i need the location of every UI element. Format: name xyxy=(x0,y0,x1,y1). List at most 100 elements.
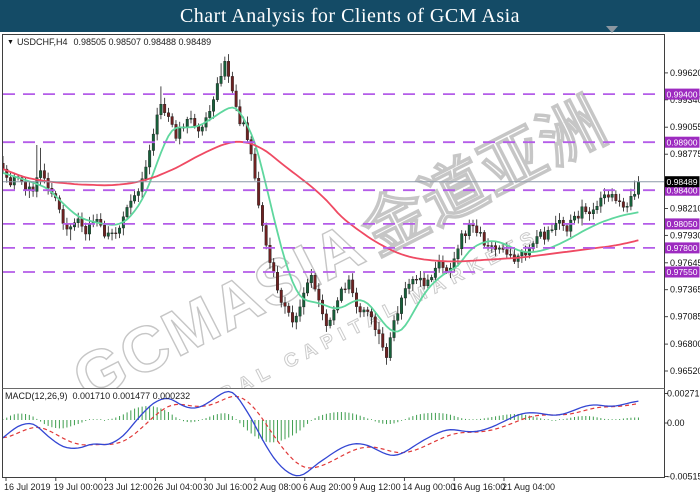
x-axis-label: 30 Jul 16:00 xyxy=(203,482,252,492)
candle-body-down xyxy=(313,275,317,290)
ohlc-values: 0.98505 0.98507 0.98488 0.98489 xyxy=(73,37,212,47)
candle-body-down xyxy=(606,194,610,198)
candle-body-down xyxy=(84,225,88,235)
symbol-timeframe-label: USDCHF,H4 xyxy=(16,37,68,47)
candle-body-down xyxy=(509,254,512,256)
candle-body-down xyxy=(174,124,178,139)
candle-body-down xyxy=(464,233,467,236)
candle-body-up xyxy=(539,231,543,237)
level-price-badge-label: 0.98900 xyxy=(666,137,697,147)
chart-header: ▼ USDCHF,H4 0.98505 0.98507 0.98488 0.9848… xyxy=(7,37,211,47)
candles-layer[interactable] xyxy=(2,54,640,365)
candle-body-down xyxy=(475,225,479,233)
candle-body-up xyxy=(467,223,471,237)
chart-scroll-marker-icon[interactable] xyxy=(606,26,618,33)
candle-body-down xyxy=(482,232,486,246)
level-price-badge xyxy=(665,136,700,148)
candle-body-up xyxy=(426,279,430,286)
candle-body-up xyxy=(219,75,223,84)
candle-body-down xyxy=(351,279,355,294)
candle-body-up xyxy=(407,283,411,289)
candle-body-up xyxy=(490,245,494,247)
x-axis-label: 21 Aug 04:00 xyxy=(502,482,555,492)
candle-body-up xyxy=(347,279,351,290)
candle-body-up xyxy=(403,288,407,299)
candle-body-up xyxy=(554,223,558,231)
candle-body-up xyxy=(332,309,336,321)
candle-body-up xyxy=(392,320,396,338)
x-axis-label: 19 Jul 00:00 xyxy=(54,482,103,492)
candle-body-down xyxy=(441,261,445,268)
candle-body-up xyxy=(294,315,298,323)
candle-body-down xyxy=(291,312,294,323)
candle-body-up xyxy=(595,205,599,210)
candle-body-up xyxy=(87,224,91,235)
price-scale: 0.99620 0.99340 0.99055 0.98775 0.98210 0.979… xyxy=(664,68,700,482)
candle-body-up xyxy=(339,288,343,301)
x-axis-label: 6 Aug 20:00 xyxy=(303,482,351,492)
macd-values: 0.001710 0.001477 0.000232 xyxy=(72,391,191,401)
candle-body-up xyxy=(306,282,309,294)
y-axis-label: 0.97645 xyxy=(670,258,700,268)
x-axis-label: 14 Aug 00:00 xyxy=(402,482,455,492)
candle-body-down xyxy=(584,206,588,213)
level-price-badge xyxy=(665,88,700,100)
candle-body-down xyxy=(283,302,287,307)
candle-body-down xyxy=(249,139,253,155)
title-bar: Chart Analysis for Clients of GCM Asia xyxy=(0,0,700,32)
level-price-badge-label: 0.97800 xyxy=(666,243,697,253)
current-price-badge-label: 0.98489 xyxy=(666,177,697,187)
macd-axis-label: 0.00 xyxy=(667,418,685,428)
candle-body-up xyxy=(411,279,415,285)
y-axis-label: 0.97365 xyxy=(670,285,700,295)
macd-indicator-label: MACD(12,26,9) 0.001710 0.001477 0.000232 xyxy=(5,391,190,401)
watermark-brand: GCMASIA金道亚洲 xyxy=(62,84,619,415)
y-axis-label: 0.99055 xyxy=(670,122,700,132)
macd-axis-label: 0.002713 xyxy=(667,389,700,399)
candle-body-up xyxy=(460,233,464,249)
candle-body-up xyxy=(629,196,633,207)
macd-axis-label: -0.005156 xyxy=(667,472,700,482)
candle-body-up xyxy=(599,197,603,207)
candle-body-up xyxy=(362,309,366,313)
candle-body-down xyxy=(373,316,377,330)
candle-body-up xyxy=(535,236,539,244)
y-axis-label: 0.96520 xyxy=(670,366,700,376)
candle-body-down xyxy=(321,299,324,315)
candle-body-up xyxy=(479,232,482,234)
candle-body-up xyxy=(388,337,392,358)
candle-body-down xyxy=(114,232,118,234)
candle-body-down xyxy=(565,225,569,232)
candle-body-up xyxy=(546,230,550,240)
candle-body-up xyxy=(208,110,212,118)
candle-body-up xyxy=(400,297,403,314)
level-price-badge xyxy=(665,242,700,254)
candle-body-down xyxy=(381,333,385,348)
candle-body-up xyxy=(129,200,133,208)
candle-body-up xyxy=(95,218,99,222)
candle-body-up xyxy=(215,83,219,100)
candle-body-down xyxy=(358,306,362,313)
level-price-badge-label: 0.98050 xyxy=(666,219,697,229)
x-axis-label: 16 Aug 16:00 xyxy=(452,482,505,492)
support-resistance-levels-layer[interactable] xyxy=(3,93,663,273)
candle-body-down xyxy=(415,279,418,281)
candle-body-up xyxy=(603,194,606,199)
y-axis-label: 0.99620 xyxy=(670,68,700,78)
candle-body-down xyxy=(317,288,321,301)
candle-body-up xyxy=(144,166,148,179)
level-price-badge xyxy=(665,266,700,278)
candle-body-up xyxy=(178,128,182,139)
candle-body-up xyxy=(580,206,584,219)
candle-body-down xyxy=(614,194,618,201)
macd-panel-layer[interactable] xyxy=(3,390,639,477)
candle-body-up xyxy=(437,261,441,269)
candle-body-up xyxy=(148,150,152,168)
current-price-badge xyxy=(665,176,700,188)
chart-borders xyxy=(2,34,665,478)
symbol-dropdown-icon[interactable]: ▼ xyxy=(7,39,14,46)
candle-body-down xyxy=(287,305,291,313)
candle-body-up xyxy=(212,99,216,112)
candle-body-up xyxy=(118,227,122,234)
